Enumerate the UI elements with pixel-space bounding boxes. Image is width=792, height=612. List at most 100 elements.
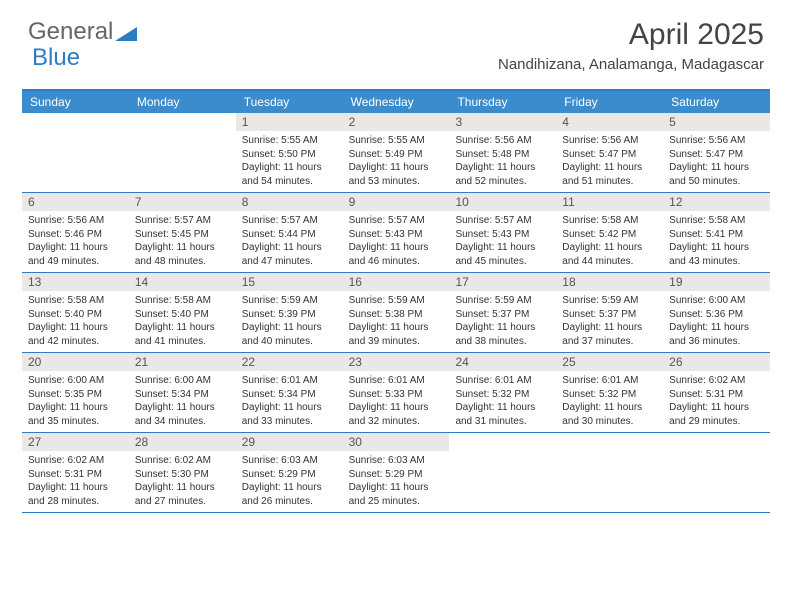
calendar-cell: 23Sunrise: 6:01 AMSunset: 5:33 PMDayligh… (343, 353, 450, 432)
sunrise-text: Sunrise: 5:56 AM (455, 134, 550, 148)
day-body: Sunrise: 5:57 AMSunset: 5:43 PMDaylight:… (449, 211, 556, 272)
sunset-text: Sunset: 5:41 PM (669, 228, 764, 242)
daylight-text: Daylight: 11 hours and 40 minutes. (242, 321, 337, 348)
day-body: Sunrise: 6:01 AMSunset: 5:32 PMDaylight:… (556, 371, 663, 432)
daylight-text: Daylight: 11 hours and 36 minutes. (669, 321, 764, 348)
day-body: Sunrise: 5:58 AMSunset: 5:41 PMDaylight:… (663, 211, 770, 272)
day-body: Sunrise: 5:56 AMSunset: 5:47 PMDaylight:… (663, 131, 770, 192)
calendar-cell: 2Sunrise: 5:55 AMSunset: 5:49 PMDaylight… (343, 113, 450, 192)
day-number: 15 (236, 273, 343, 291)
daylight-text: Daylight: 11 hours and 27 minutes. (135, 481, 230, 508)
day-number: 8 (236, 193, 343, 211)
day-body: Sunrise: 5:59 AMSunset: 5:38 PMDaylight:… (343, 291, 450, 352)
daylight-text: Daylight: 11 hours and 47 minutes. (242, 241, 337, 268)
day-header: Thursday (449, 91, 556, 113)
day-number: 12 (663, 193, 770, 211)
calendar-cell: . (129, 113, 236, 192)
calendar-cell: 22Sunrise: 6:01 AMSunset: 5:34 PMDayligh… (236, 353, 343, 432)
daylight-text: Daylight: 11 hours and 51 minutes. (562, 161, 657, 188)
sunset-text: Sunset: 5:34 PM (242, 388, 337, 402)
calendar-cell: 11Sunrise: 5:58 AMSunset: 5:42 PMDayligh… (556, 193, 663, 272)
day-body: Sunrise: 5:57 AMSunset: 5:43 PMDaylight:… (343, 211, 450, 272)
calendar-cell: 28Sunrise: 6:02 AMSunset: 5:30 PMDayligh… (129, 433, 236, 512)
day-number: 11 (556, 193, 663, 211)
sunrise-text: Sunrise: 6:03 AM (349, 454, 444, 468)
sunset-text: Sunset: 5:39 PM (242, 308, 337, 322)
day-header: Monday (129, 91, 236, 113)
sunset-text: Sunset: 5:31 PM (669, 388, 764, 402)
calendar-cell: . (449, 433, 556, 512)
calendar-cell: . (22, 113, 129, 192)
calendar-cell: 21Sunrise: 6:00 AMSunset: 5:34 PMDayligh… (129, 353, 236, 432)
day-header: Wednesday (343, 91, 450, 113)
sunrise-text: Sunrise: 5:59 AM (349, 294, 444, 308)
sunset-text: Sunset: 5:35 PM (28, 388, 123, 402)
sunrise-text: Sunrise: 5:56 AM (669, 134, 764, 148)
sunset-text: Sunset: 5:30 PM (135, 468, 230, 482)
sunrise-text: Sunrise: 5:57 AM (455, 214, 550, 228)
calendar-cell: . (556, 433, 663, 512)
day-body: Sunrise: 5:59 AMSunset: 5:39 PMDaylight:… (236, 291, 343, 352)
sunrise-text: Sunrise: 5:55 AM (242, 134, 337, 148)
calendar-cell: 20Sunrise: 6:00 AMSunset: 5:35 PMDayligh… (22, 353, 129, 432)
daylight-text: Daylight: 11 hours and 45 minutes. (455, 241, 550, 268)
daylight-text: Daylight: 11 hours and 28 minutes. (28, 481, 123, 508)
daylight-text: Daylight: 11 hours and 29 minutes. (669, 401, 764, 428)
day-body: Sunrise: 6:01 AMSunset: 5:33 PMDaylight:… (343, 371, 450, 432)
daylight-text: Daylight: 11 hours and 32 minutes. (349, 401, 444, 428)
day-number: 14 (129, 273, 236, 291)
sunrise-text: Sunrise: 5:59 AM (562, 294, 657, 308)
calendar-cell: 18Sunrise: 5:59 AMSunset: 5:37 PMDayligh… (556, 273, 663, 352)
day-header: Saturday (663, 91, 770, 113)
sunrise-text: Sunrise: 6:00 AM (669, 294, 764, 308)
sunset-text: Sunset: 5:33 PM (349, 388, 444, 402)
sunrise-text: Sunrise: 6:00 AM (28, 374, 123, 388)
calendar-cell: 6Sunrise: 5:56 AMSunset: 5:46 PMDaylight… (22, 193, 129, 272)
week-row: 27Sunrise: 6:02 AMSunset: 5:31 PMDayligh… (22, 433, 770, 513)
calendar-cell: 8Sunrise: 5:57 AMSunset: 5:44 PMDaylight… (236, 193, 343, 272)
sunrise-text: Sunrise: 5:57 AM (242, 214, 337, 228)
day-body: Sunrise: 6:00 AMSunset: 5:35 PMDaylight:… (22, 371, 129, 432)
calendar-cell: 4Sunrise: 5:56 AMSunset: 5:47 PMDaylight… (556, 113, 663, 192)
day-body: Sunrise: 6:02 AMSunset: 5:31 PMDaylight:… (22, 451, 129, 512)
sunset-text: Sunset: 5:47 PM (669, 148, 764, 162)
day-body: Sunrise: 6:02 AMSunset: 5:30 PMDaylight:… (129, 451, 236, 512)
sunrise-text: Sunrise: 5:58 AM (669, 214, 764, 228)
day-number: 3 (449, 113, 556, 131)
daylight-text: Daylight: 11 hours and 50 minutes. (669, 161, 764, 188)
sunset-text: Sunset: 5:37 PM (562, 308, 657, 322)
day-number: 30 (343, 433, 450, 451)
calendar-cell: 19Sunrise: 6:00 AMSunset: 5:36 PMDayligh… (663, 273, 770, 352)
daylight-text: Daylight: 11 hours and 25 minutes. (349, 481, 444, 508)
day-number: 6 (22, 193, 129, 211)
sunset-text: Sunset: 5:36 PM (669, 308, 764, 322)
day-number: 24 (449, 353, 556, 371)
sunset-text: Sunset: 5:48 PM (455, 148, 550, 162)
day-body: Sunrise: 5:59 AMSunset: 5:37 PMDaylight:… (556, 291, 663, 352)
day-number: 13 (22, 273, 129, 291)
day-number: 9 (343, 193, 450, 211)
day-number: 22 (236, 353, 343, 371)
day-number: 2 (343, 113, 450, 131)
daylight-text: Daylight: 11 hours and 52 minutes. (455, 161, 550, 188)
day-body: Sunrise: 6:03 AMSunset: 5:29 PMDaylight:… (343, 451, 450, 512)
sunrise-text: Sunrise: 6:03 AM (242, 454, 337, 468)
day-header: Sunday (22, 91, 129, 113)
title-block: April 2025 Nandihizana, Analamanga, Mada… (498, 18, 764, 73)
sunrise-text: Sunrise: 5:56 AM (562, 134, 657, 148)
day-number: 1 (236, 113, 343, 131)
daylight-text: Daylight: 11 hours and 44 minutes. (562, 241, 657, 268)
sunrise-text: Sunrise: 5:59 AM (455, 294, 550, 308)
week-row: 6Sunrise: 5:56 AMSunset: 5:46 PMDaylight… (22, 193, 770, 273)
logo-text-2: Blue (32, 44, 80, 72)
day-body: Sunrise: 6:00 AMSunset: 5:34 PMDaylight:… (129, 371, 236, 432)
sunset-text: Sunset: 5:29 PM (242, 468, 337, 482)
day-number: 27 (22, 433, 129, 451)
day-body: Sunrise: 6:02 AMSunset: 5:31 PMDaylight:… (663, 371, 770, 432)
sunset-text: Sunset: 5:43 PM (349, 228, 444, 242)
calendar: SundayMondayTuesdayWednesdayThursdayFrid… (22, 89, 770, 513)
sunset-text: Sunset: 5:38 PM (349, 308, 444, 322)
daylight-text: Daylight: 11 hours and 49 minutes. (28, 241, 123, 268)
week-row: 13Sunrise: 5:58 AMSunset: 5:40 PMDayligh… (22, 273, 770, 353)
day-body: Sunrise: 5:55 AMSunset: 5:49 PMDaylight:… (343, 131, 450, 192)
